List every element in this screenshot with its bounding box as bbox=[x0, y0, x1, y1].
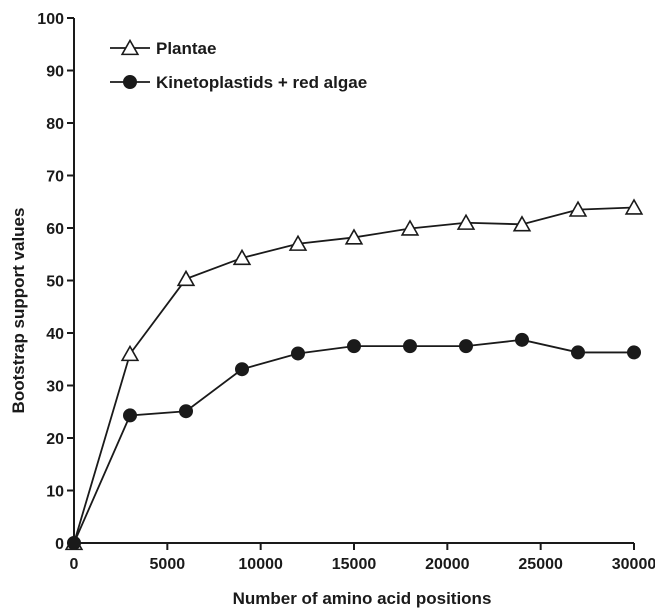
legend-label: Kinetoplastids + red algae bbox=[156, 73, 367, 92]
legend-item: Kinetoplastids + red algae bbox=[110, 73, 367, 92]
data-point bbox=[347, 339, 361, 354]
series-0 bbox=[64, 198, 644, 551]
x-tick-label: 30000 bbox=[612, 556, 655, 573]
y-tick-label: 90 bbox=[46, 64, 64, 81]
y-tick-label: 40 bbox=[46, 326, 64, 343]
legend-marker bbox=[120, 38, 140, 56]
data-point bbox=[568, 200, 588, 217]
y-tick-label: 60 bbox=[46, 221, 64, 238]
data-point bbox=[627, 345, 641, 360]
series-layer bbox=[64, 198, 644, 551]
x-tick-label: 25000 bbox=[518, 556, 563, 573]
legend: Plantae Kinetoplastids + red algae bbox=[110, 38, 367, 92]
y-tick-label: 0 bbox=[55, 536, 64, 553]
x-tick-label: 0 bbox=[70, 556, 79, 573]
y-tick-label: 50 bbox=[46, 274, 64, 291]
data-point bbox=[403, 339, 417, 354]
series-line bbox=[73, 338, 634, 544]
series-1 bbox=[67, 332, 641, 550]
data-point bbox=[232, 248, 252, 266]
data-point bbox=[67, 536, 81, 550]
y-axis: 0 10 20 30 40 50 60 70 80 90 100 bbox=[37, 11, 75, 553]
x-tick-label: 5000 bbox=[150, 556, 186, 573]
y-tick-label: 100 bbox=[37, 11, 64, 28]
y-tick-label: 80 bbox=[46, 116, 64, 133]
data-point bbox=[400, 219, 420, 236]
legend-item: Plantae bbox=[110, 38, 216, 58]
y-tick-label: 10 bbox=[46, 484, 64, 501]
data-point bbox=[456, 213, 476, 230]
y-axis-title: Bootstrap support values bbox=[9, 208, 28, 414]
data-point bbox=[179, 404, 193, 419]
x-tick-label: 10000 bbox=[238, 556, 283, 573]
data-point bbox=[344, 228, 364, 245]
data-point bbox=[515, 332, 529, 347]
data-point bbox=[624, 198, 644, 215]
data-point bbox=[235, 362, 249, 377]
data-point bbox=[123, 408, 137, 423]
x-tick-label: 15000 bbox=[332, 556, 377, 573]
x-axis: 0 5000 10000 15000 20000 25000 30000 bbox=[68, 542, 655, 573]
data-point bbox=[288, 234, 308, 251]
y-tick-label: 70 bbox=[46, 169, 64, 186]
x-axis-title: Number of amino acid positions bbox=[233, 589, 492, 608]
data-point bbox=[291, 346, 305, 361]
data-point bbox=[176, 269, 196, 287]
legend-marker bbox=[123, 75, 137, 89]
legend-label: Plantae bbox=[156, 39, 216, 58]
y-tick-label: 20 bbox=[46, 431, 64, 448]
y-tick-label: 30 bbox=[46, 379, 64, 396]
data-point bbox=[571, 345, 585, 360]
data-point bbox=[512, 215, 532, 232]
data-point bbox=[459, 339, 473, 354]
data-point bbox=[120, 344, 140, 362]
x-tick-label: 20000 bbox=[425, 556, 470, 573]
series-line bbox=[73, 206, 635, 544]
